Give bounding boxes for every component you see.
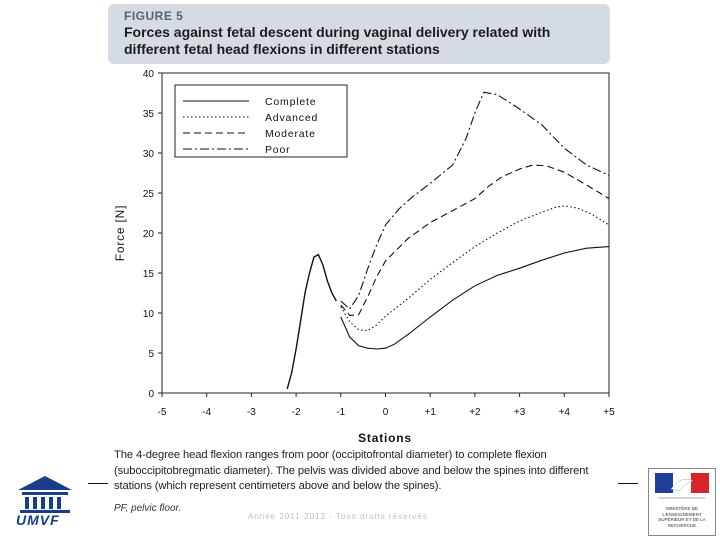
faint-footer-text: Année 2011-2012 - Tous droits réservés	[248, 512, 428, 521]
series-layer	[286, 91, 610, 390]
y-tick-label: 35	[143, 109, 155, 120]
legend-label: Poor	[265, 144, 290, 156]
ministry-logo-text: MINISTÈRE DE L'ENSEIGNEMENT SUPÉRIEUR ET…	[658, 506, 706, 528]
series-line-poor	[340, 91, 610, 310]
x-tick-label: -1	[336, 407, 345, 418]
y-tick-label: 40	[143, 69, 155, 80]
y-axis: 0 5 10 15 20 25 30 35 40	[143, 69, 162, 400]
x-tick-label: -3	[247, 407, 256, 418]
x-tick-label: 0	[383, 407, 389, 418]
x-tick-label: +1	[424, 407, 436, 418]
y-tick-label: 5	[148, 349, 154, 360]
figure-number: FIGURE 5	[124, 9, 184, 23]
footer-rule-left	[88, 483, 108, 484]
series-line-complete	[340, 246, 610, 350]
series-line-moderate	[340, 164, 610, 316]
x-tick-label: -5	[158, 407, 167, 418]
x-tick-label: +2	[469, 407, 481, 418]
legend-label: Moderate	[265, 128, 316, 140]
figure-title: Forces against fetal descent during vagi…	[124, 24, 551, 57]
x-axis: -5 -4 -3 -2 -1 0 +1 +2 +3 +4 +5	[158, 393, 615, 418]
x-tick-label: +5	[603, 407, 615, 418]
figure-caption: The 4-degree head flexion ranges from po…	[114, 449, 589, 492]
legend-label: Complete	[265, 96, 316, 108]
y-tick-label: 0	[148, 389, 154, 400]
x-tick-label: -4	[202, 407, 211, 418]
legend-label: Advanced	[265, 112, 318, 124]
footer-rule-right	[618, 483, 638, 484]
x-tick-label: -2	[292, 407, 301, 418]
x-axis-label: Stations	[358, 431, 412, 445]
x-tick-label: +4	[559, 407, 571, 418]
series-line-initial-rise	[286, 253, 337, 390]
series-line-advanced	[340, 205, 610, 332]
chart: 0 5 10 15 20 25 30 35 40 -5 -4 -3 -2 -1 0 +1 +2 +3 +4 +5 S…	[113, 69, 615, 445]
y-tick-label: 10	[143, 309, 155, 320]
legend: Complete Advanced Moderate Poor	[183, 96, 318, 156]
legend-box	[174, 84, 348, 158]
footnote: PF, pelvic floor.	[114, 503, 182, 514]
y-axis-label: Force [N]	[113, 205, 127, 262]
y-tick-label: 30	[143, 149, 155, 160]
ministry-logo-icon	[648, 468, 716, 536]
y-tick-label: 15	[143, 269, 155, 280]
x-tick-label: +3	[514, 407, 526, 418]
umvf-logo-icon	[18, 476, 72, 513]
umvf-logo-text: UMVF	[16, 512, 60, 528]
y-tick-label: 20	[143, 229, 155, 240]
y-tick-label: 25	[143, 189, 155, 200]
figure-header: FIGURE 5 Forces against fetal descent du…	[108, 4, 610, 64]
